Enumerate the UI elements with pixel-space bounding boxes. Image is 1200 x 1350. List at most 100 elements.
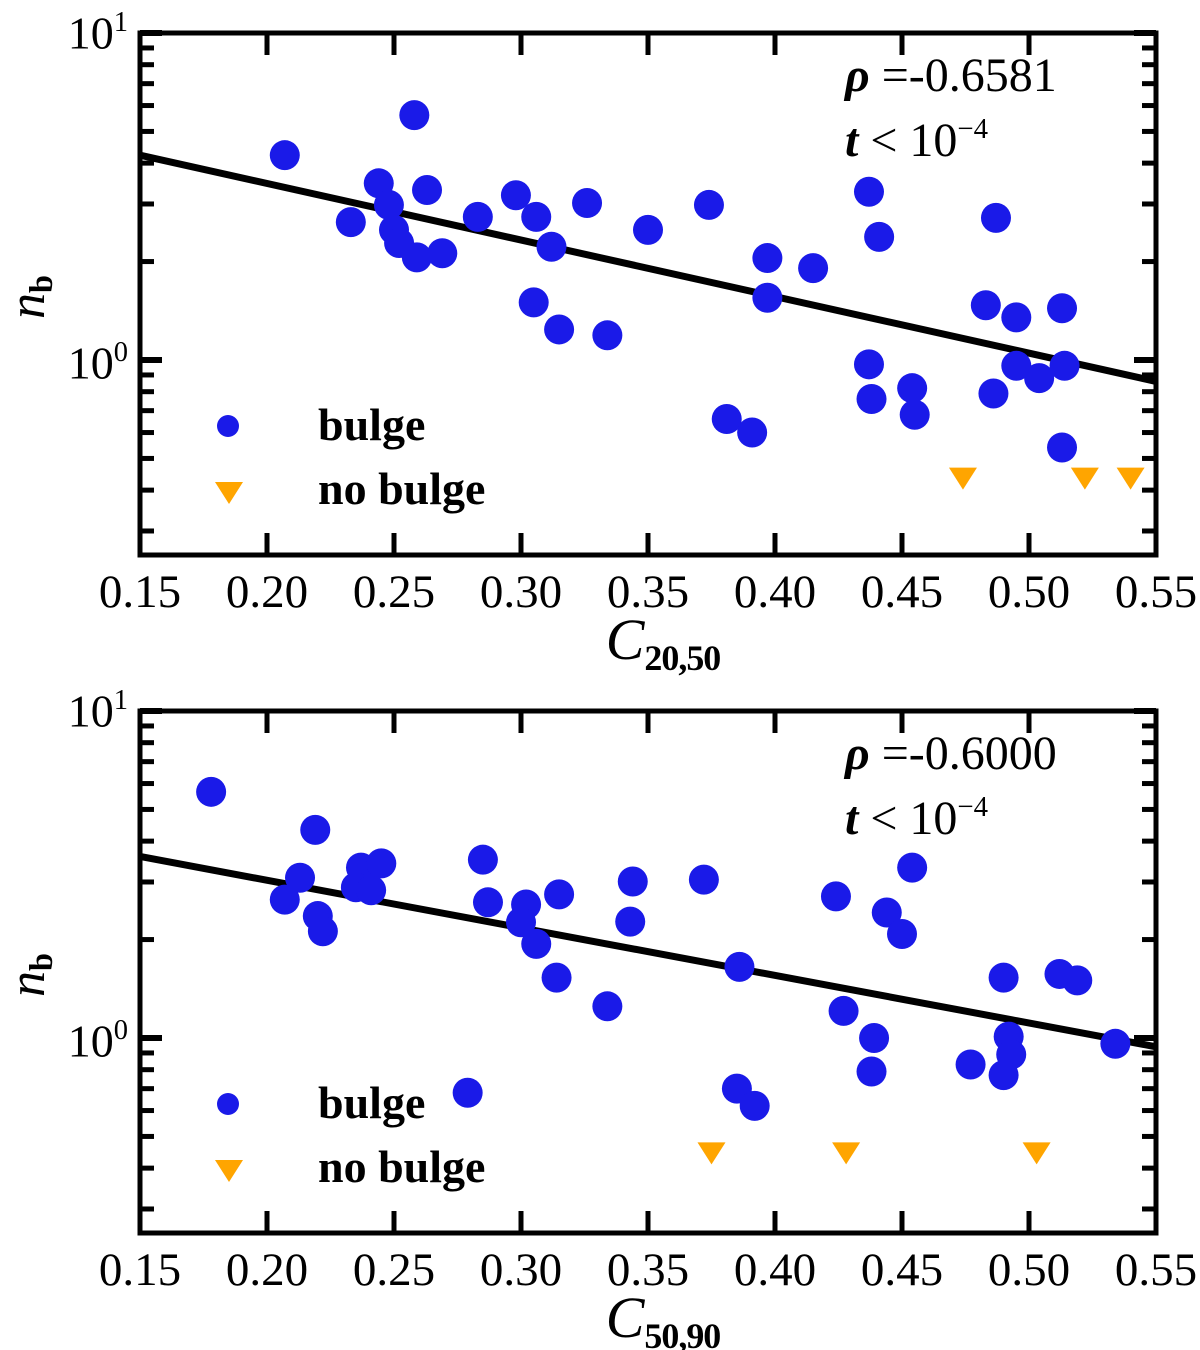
data-point-bulge <box>980 202 1011 233</box>
data-point-bulge <box>366 848 397 879</box>
y-axis-title: nb <box>0 953 60 997</box>
fit-line <box>139 151 1157 385</box>
data-point-bulge <box>518 287 549 318</box>
data-point-bulge <box>978 378 1009 409</box>
stats-annotation: ρ =-0.6000 t < 10−4 <box>845 726 1057 846</box>
data-point-bulge <box>853 349 884 380</box>
data-point-bulge <box>752 243 783 274</box>
data-point-bulge <box>521 201 552 232</box>
x-tick-label: 0.25 <box>352 566 436 618</box>
data-point-bulge <box>820 881 851 912</box>
data-point-bulge <box>871 897 902 928</box>
data-point-bulge <box>897 373 928 404</box>
data-point-bulge <box>856 1056 887 1087</box>
data-point-bulge <box>196 776 227 807</box>
rho-line: ρ =-0.6000 <box>845 727 1057 780</box>
data-point-bulge <box>1001 302 1032 333</box>
data-point-bulge <box>988 962 1019 993</box>
data-point-bulge <box>859 1023 890 1053</box>
data-point-bulge <box>572 188 603 219</box>
y-tick-label-10e0: 100 <box>67 336 128 389</box>
data-point-bulge <box>592 991 623 1022</box>
y-tick-label-10e0: 100 <box>67 1014 128 1067</box>
x-tick-label: 0.20 <box>225 1244 309 1296</box>
data-point-bulge <box>739 1090 770 1121</box>
data-point-bulge <box>269 140 300 171</box>
data-point-bulge <box>285 862 316 893</box>
x-tick-label: 0.20 <box>225 566 309 618</box>
data-point-bulge <box>693 189 724 220</box>
data-point-bulge <box>724 951 755 982</box>
legend-label-no-bulge: no bulge <box>318 463 486 514</box>
data-point-bulge <box>798 253 829 284</box>
scatter-plot-c5090: 101 100 nb 0.15 0.20 0.25 0.30 0.35 0.40 0.45 0… <box>0 678 1200 1350</box>
data-point-bulge <box>335 207 366 238</box>
data-point-bulge <box>617 866 648 897</box>
data-point-bulge <box>356 875 387 906</box>
data-point-bulge <box>401 242 432 273</box>
x-axis-title: C20,50 <box>605 607 722 678</box>
data-point-bulge <box>1100 1028 1131 1059</box>
x-tick-label: 0.35 <box>606 566 690 618</box>
data-point-bulge <box>711 404 742 435</box>
data-point-no-bulge <box>697 1142 726 1165</box>
data-point-bulge <box>615 906 646 937</box>
data-point-bulge <box>544 879 575 910</box>
t-line: t < 10−4 <box>845 112 989 167</box>
data-point-bulge <box>856 383 887 414</box>
data-point-bulge <box>688 864 719 895</box>
x-tick-label: 0.15 <box>98 1244 182 1296</box>
data-point-bulge <box>955 1049 986 1080</box>
data-point-bulge <box>307 916 338 947</box>
y-tick-label-10e1: 101 <box>67 684 128 737</box>
x-tick-label: 0.45 <box>860 1244 944 1296</box>
t-line: t < 10−4 <box>845 790 989 845</box>
x-tick-label: 0.15 <box>98 566 182 618</box>
data-point-no-bulge <box>1022 1142 1051 1165</box>
data-point-no-bulge <box>832 1142 861 1165</box>
legend-label-no-bulge: no bulge <box>318 1141 486 1192</box>
data-point-bulge <box>536 231 567 262</box>
data-point-bulge <box>1047 293 1078 324</box>
x-tick-label: 0.55 <box>1114 566 1198 618</box>
x-tick-label: 0.40 <box>733 1244 817 1296</box>
data-point-bulge <box>412 175 443 206</box>
data-point-bulge <box>970 290 1001 321</box>
data-point-bulge <box>472 887 503 918</box>
data-point-bulge <box>897 852 928 883</box>
data-point-bulge <box>452 1077 483 1108</box>
data-point-bulge <box>853 176 884 207</box>
scatter-plot-c2050: 101 100 nb 0.15 0.20 0.25 0.30 0.35 0.40 0.45 0… <box>0 6 1198 678</box>
data-point-bulge <box>633 214 663 245</box>
y-axis-title: nb <box>0 275 60 319</box>
legend-marker-bulge <box>217 1093 239 1115</box>
data-point-no-bulge <box>948 467 977 490</box>
data-point-bulge <box>500 180 531 211</box>
data-point-bulge <box>1049 350 1080 381</box>
y-tick-label-10e1: 101 <box>67 6 128 59</box>
x-tick-label: 0.30 <box>479 566 563 618</box>
legend-label-bulge: bulge <box>318 399 426 450</box>
data-point-bulge <box>1024 363 1055 394</box>
data-point-no-bulge <box>1116 467 1145 490</box>
legend-marker-bulge <box>217 415 239 437</box>
data-point-bulge <box>737 417 768 448</box>
x-tick-label: 0.50 <box>987 1244 1071 1296</box>
x-axis-title: C50,90 <box>605 1285 722 1350</box>
data-point-bulge <box>752 282 783 313</box>
data-point-bulge <box>544 314 575 345</box>
x-tick-label: 0.55 <box>1114 1244 1198 1296</box>
legend-label-bulge: bulge <box>318 1077 426 1128</box>
data-point-no-bulge <box>1070 467 1099 490</box>
plot-canvas-top <box>137 30 1159 558</box>
legend-marker-no-bulge <box>215 1160 243 1182</box>
data-point-bulge <box>899 399 930 430</box>
data-point-bulge <box>988 1060 1019 1091</box>
data-point-bulge <box>521 928 552 959</box>
data-point-bulge <box>399 100 430 131</box>
data-point-bulge <box>300 814 331 845</box>
rho-line: ρ =-0.6581 <box>845 49 1057 102</box>
data-point-bulge <box>1047 432 1078 463</box>
x-tick-label: 0.40 <box>733 566 817 618</box>
